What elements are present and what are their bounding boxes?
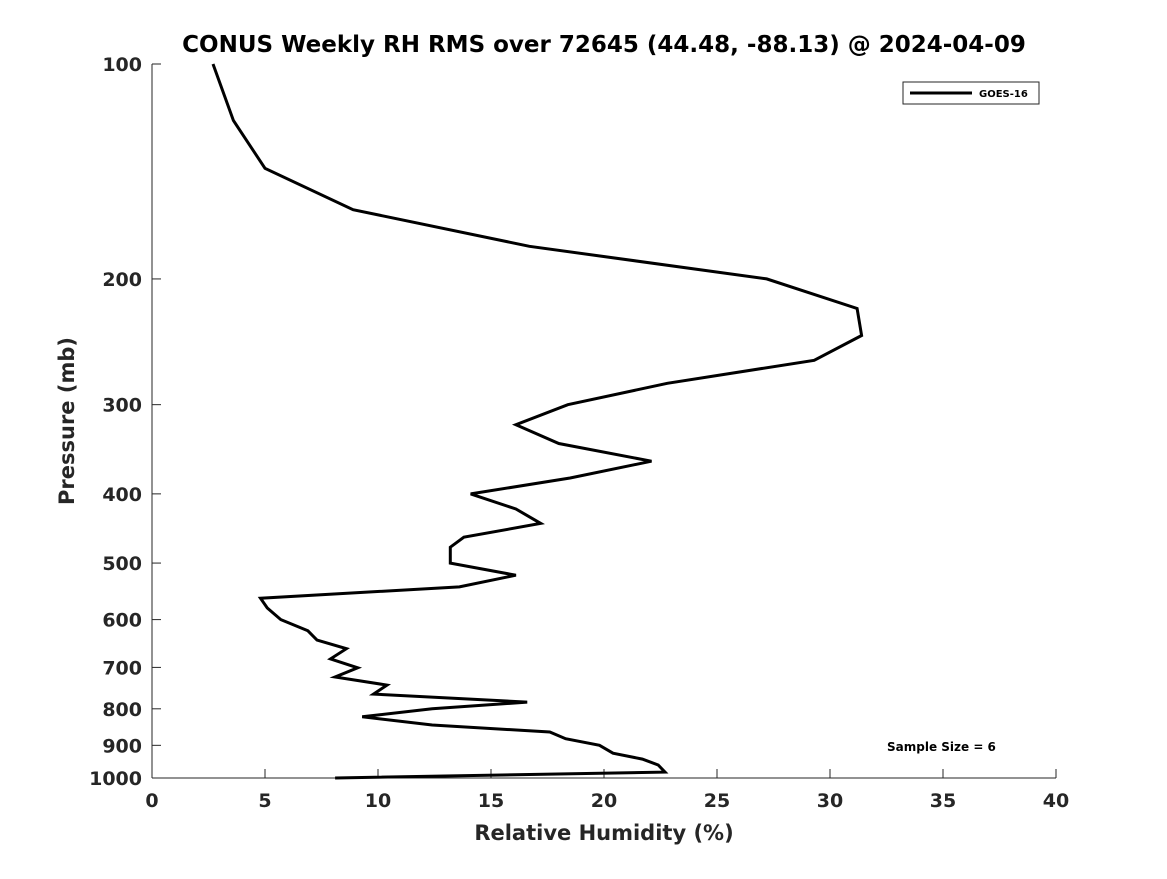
- x-axis-label: Relative Humidity (%): [474, 821, 733, 845]
- series-line-goes-16: [211, 63, 864, 780]
- x-tick-label: 15: [478, 790, 504, 812]
- sample-size-annotation: Sample Size = 6: [887, 740, 996, 754]
- x-tick-label: 10: [365, 790, 391, 812]
- legend-label-goes-16: GOES-16: [979, 89, 1028, 100]
- x-tick-label: 25: [704, 790, 730, 812]
- y-tick-label: 900: [102, 735, 142, 757]
- x-tick-label: 30: [817, 790, 843, 812]
- y-tick-label: 200: [102, 269, 142, 291]
- chart-title: CONUS Weekly RH RMS over 72645 (44.48, -…: [182, 32, 1026, 58]
- y-tick-label: 700: [102, 657, 142, 679]
- x-tick-label: 0: [145, 790, 158, 812]
- axes: 0 5 10 15 20 25 30 35 40 100 200 300 400 500 600 700 800…: [89, 54, 1069, 812]
- x-tick-label: 5: [258, 790, 271, 812]
- x-tick-label: 40: [1043, 790, 1069, 812]
- y-tick-label: 1000: [89, 768, 142, 790]
- y-tick-label: 500: [102, 553, 142, 575]
- y-tick-label: 600: [102, 610, 142, 632]
- y-tick-label: 100: [102, 54, 142, 76]
- x-tick-label: 35: [930, 790, 956, 812]
- y-tick-label: 800: [102, 699, 142, 721]
- series-group: [211, 63, 864, 780]
- legend: GOES-16: [902, 81, 1040, 105]
- y-axis-label: Pressure (mb): [55, 337, 79, 505]
- y-tick-label: 400: [102, 484, 142, 506]
- y-tick-label: 300: [102, 395, 142, 417]
- x-tick-label: 20: [591, 790, 617, 812]
